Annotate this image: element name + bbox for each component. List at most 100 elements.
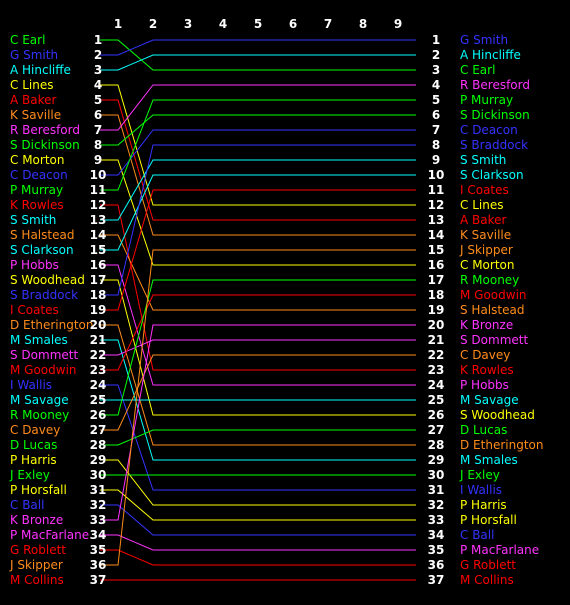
right-rank-label: 28 [428, 438, 445, 452]
right-player-name: S Dommett [460, 333, 528, 347]
series-line [100, 159, 416, 266]
right-player-labels: 1 G Smith 2 A Hincliffe 3 C Earl 4 R Beresford 5… [428, 33, 544, 587]
series-line [100, 189, 416, 311]
round-label: 1 [114, 17, 122, 31]
left-rank-label: 1 [94, 33, 102, 47]
left-rank-label: 35 [90, 543, 107, 557]
left-rank-label: 17 [90, 273, 107, 287]
series-line [100, 324, 416, 446]
series-line [100, 549, 416, 566]
right-rank-label: 7 [432, 123, 440, 137]
left-player-name: A Baker [10, 93, 57, 107]
series-line [100, 339, 416, 461]
right-rank-label: 33 [428, 513, 445, 527]
left-player-name: C Davey [10, 423, 60, 437]
right-player-name: S Braddock [460, 138, 528, 152]
left-player-name: C Ball [10, 498, 44, 512]
left-player-name: I Wallis [10, 378, 52, 392]
left-player-name: R Mooney [10, 408, 69, 422]
series-line [100, 279, 416, 416]
right-rank-label: 35 [428, 543, 445, 557]
left-player-name: A Hincliffe [10, 63, 71, 77]
right-rank-label: 16 [428, 258, 445, 272]
left-player-name: P Harris [10, 453, 57, 467]
series-line [100, 159, 416, 221]
left-player-name: S Dommett [10, 348, 78, 362]
left-rank-label: 10 [90, 168, 107, 182]
series-line [100, 249, 416, 566]
left-rank-label: 21 [90, 333, 107, 347]
right-player-name: M Collins [460, 573, 514, 587]
right-rank-label: 13 [428, 213, 445, 227]
left-player-name: P MacFarlane [10, 528, 89, 542]
left-player-name: S Smith [10, 213, 56, 227]
round-label: 2 [149, 17, 157, 31]
right-rank-label: 14 [428, 228, 445, 242]
right-player-name: G Roblett [460, 558, 516, 572]
right-player-name: K Bronze [460, 318, 513, 332]
left-player-name: J Exley [9, 468, 50, 482]
round-label: 5 [254, 17, 262, 31]
round-label: 4 [219, 17, 227, 31]
left-rank-label: 34 [90, 528, 107, 542]
left-rank-label: 27 [90, 423, 107, 437]
left-rank-label: 6 [94, 108, 102, 122]
left-rank-label: 37 [90, 573, 107, 587]
right-rank-label: 22 [428, 348, 445, 362]
round-label: 8 [359, 17, 367, 31]
right-player-name: J Skipper [459, 243, 513, 257]
left-player-name: P Hobbs [10, 258, 59, 272]
left-player-name: K Bronze [10, 513, 63, 527]
left-rank-label: 18 [90, 288, 107, 302]
left-rank-label: 7 [94, 123, 102, 137]
right-player-name: M Savage [460, 393, 519, 407]
right-rank-label: 10 [428, 168, 445, 182]
right-rank-label: 31 [428, 483, 445, 497]
right-player-name: S Clarkson [460, 168, 524, 182]
right-rank-label: 30 [428, 468, 445, 482]
left-player-name: C Deacon [10, 168, 68, 182]
right-player-name: G Smith [460, 33, 508, 47]
right-player-name: P MacFarlane [460, 543, 539, 557]
right-rank-label: 3 [432, 63, 440, 77]
left-rank-label: 26 [90, 408, 107, 422]
right-rank-label: 29 [428, 453, 445, 467]
left-rank-label: 28 [90, 438, 107, 452]
left-player-name: D Etherington [10, 318, 93, 332]
right-rank-label: 18 [428, 288, 445, 302]
left-rank-label: 15 [90, 243, 107, 257]
right-player-name: K Saville [460, 228, 511, 242]
right-player-name: C Earl [460, 63, 495, 77]
right-rank-label: 36 [428, 558, 445, 572]
series-line [100, 234, 416, 311]
series-line [100, 294, 416, 371]
right-player-name: R Mooney [460, 273, 519, 287]
right-rank-label: 12 [428, 198, 445, 212]
left-player-name: R Beresford [10, 123, 80, 137]
right-player-name: J Exley [459, 468, 500, 482]
left-player-name: C Lines [10, 78, 53, 92]
left-player-name: M Collins [10, 573, 64, 587]
series-line [100, 144, 416, 296]
right-player-name: C Ball [460, 528, 494, 542]
right-rank-label: 21 [428, 333, 445, 347]
series-line [100, 324, 416, 521]
series-line [100, 459, 416, 506]
series-line [100, 204, 416, 371]
series-line [100, 174, 416, 251]
series-line [100, 279, 416, 416]
series-line [100, 114, 416, 146]
left-player-name: S Dickinson [10, 138, 80, 152]
left-rank-label: 16 [90, 258, 107, 272]
right-rank-label: 37 [428, 573, 445, 587]
round-label: 3 [184, 17, 192, 31]
series-line [100, 489, 416, 521]
right-rank-label: 1 [432, 33, 440, 47]
left-player-name: C Morton [10, 153, 64, 167]
right-player-name: P Harris [460, 498, 507, 512]
right-player-name: M Smales [460, 453, 518, 467]
left-player-name: K Rowles [10, 198, 64, 212]
left-rank-label: 30 [90, 468, 107, 482]
right-player-name: P Hobbs [460, 378, 509, 392]
